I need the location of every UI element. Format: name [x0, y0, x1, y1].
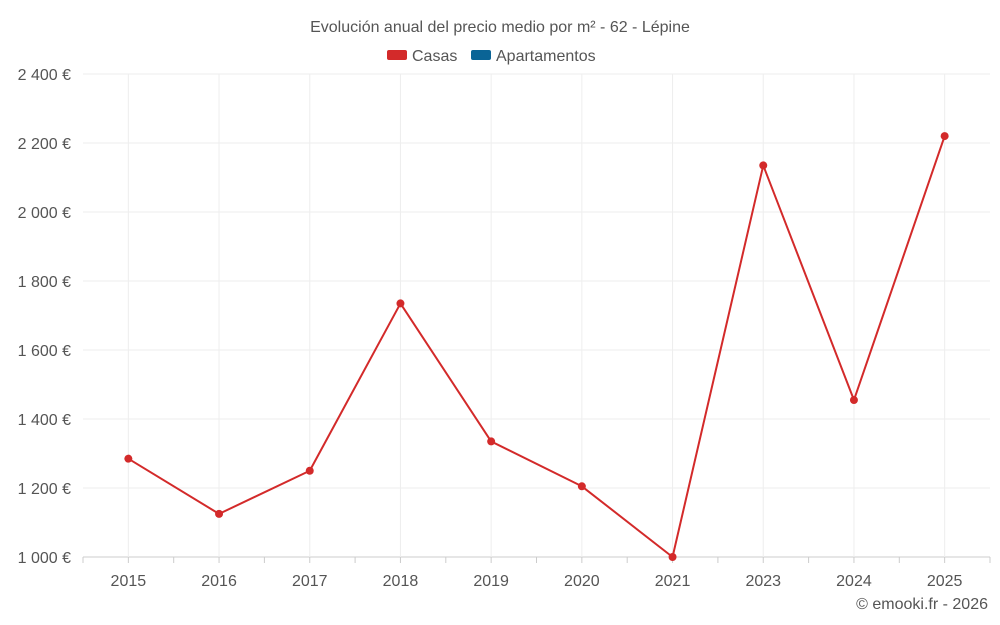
x-tick-label: 2020 [564, 573, 600, 590]
grid [83, 73, 990, 558]
data-point-casas[interactable] [487, 437, 496, 446]
y-tick-label: 1 000 € [18, 550, 71, 567]
x-tick-label: 2025 [927, 573, 963, 590]
y-tick-label: 1 200 € [18, 481, 71, 498]
data-point-casas[interactable] [215, 509, 224, 518]
y-tick-label: 1 600 € [18, 343, 71, 360]
legend: Casas Apartamentos [387, 48, 596, 65]
y-tick-label: 2 000 € [18, 205, 71, 222]
x-tick-label: 2024 [836, 573, 872, 590]
chart-title: Evolución anual del precio medio por m² … [310, 19, 690, 36]
y-axis: 1 000 € 1 200 € 1 400 € 1 600 € 1 800 € 2 000… [18, 67, 71, 567]
credit-text: © emooki.fr - 2026 [856, 596, 988, 613]
legend-item-casas[interactable]: Casas [387, 48, 457, 65]
x-axis: 2015 2016 2017 2018 2019 2020 2021 2023 2024 2025 [82, 557, 991, 590]
series-casas [124, 132, 949, 561]
legend-swatch-casas [387, 50, 407, 60]
legend-swatch-apartamentos [471, 50, 491, 60]
data-point-casas[interactable] [577, 482, 586, 491]
x-tick-label: 2018 [383, 573, 419, 590]
x-tick-label: 2016 [201, 573, 237, 590]
legend-label-apartamentos: Apartamentos [496, 48, 596, 65]
y-tick-label: 2 200 € [18, 136, 71, 153]
x-tick-label: 2023 [745, 573, 781, 590]
x-tick-label: 2019 [473, 573, 509, 590]
y-tick-label: 1 800 € [18, 274, 71, 291]
data-point-casas[interactable] [759, 161, 768, 170]
series-line-casas [127, 135, 946, 558]
legend-label-casas: Casas [412, 48, 457, 65]
data-point-casas[interactable] [124, 454, 133, 463]
y-tick-label: 1 400 € [18, 412, 71, 429]
data-point-casas[interactable] [396, 299, 405, 308]
x-tick-label: 2015 [111, 573, 147, 590]
data-point-casas[interactable] [305, 466, 314, 475]
x-tick-label: 2017 [292, 573, 328, 590]
data-point-casas[interactable] [668, 553, 677, 561]
data-point-casas[interactable] [849, 396, 858, 405]
y-tick-label: 2 400 € [18, 67, 71, 84]
legend-item-apartamentos[interactable]: Apartamentos [471, 48, 596, 65]
x-tick-label: 2021 [655, 573, 691, 590]
data-point-casas[interactable] [940, 132, 949, 141]
